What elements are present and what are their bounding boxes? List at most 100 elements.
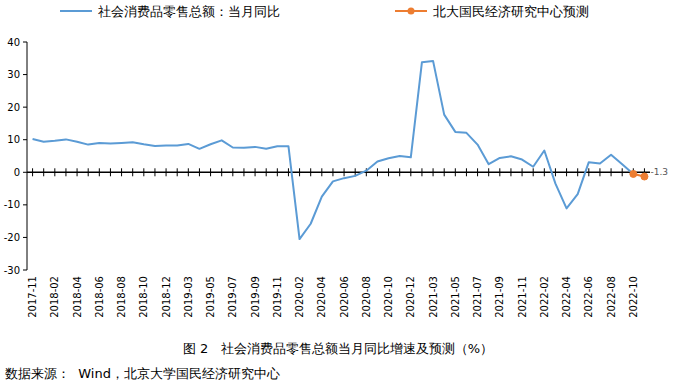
x-tick: [266, 168, 267, 176]
y-tick: [23, 172, 27, 173]
x-tick-label: 2022-04: [561, 276, 572, 318]
x-tick-label: 2021-07: [472, 276, 483, 318]
x-tick-label: 2020-06: [339, 276, 350, 318]
x-tick-label: 2020-04: [316, 276, 327, 318]
x-tick-label: 2020-12: [405, 276, 416, 318]
chart: -30-20-100102030402017-112018-022018-042…: [0, 0, 676, 385]
y-tick: [23, 237, 27, 238]
x-tick: [544, 168, 545, 176]
y-tick: [23, 107, 27, 108]
x-tick-label: 2019-09: [250, 276, 261, 318]
x-tick: [32, 168, 33, 176]
x-tick: [77, 168, 78, 176]
x-tick: [232, 168, 233, 176]
legend-swatch: [60, 10, 92, 12]
x-tick-label: 2018-04: [72, 276, 83, 318]
x-tick-label: 2018-12: [161, 276, 172, 318]
y-tick: [23, 204, 27, 205]
x-tick-label: 2019-05: [205, 276, 216, 318]
legend-marker: [408, 8, 415, 15]
y-tick: [23, 270, 27, 271]
x-tick: [377, 168, 378, 176]
x-tick: [399, 168, 400, 176]
x-tick: [522, 168, 523, 176]
x-tick: [599, 168, 600, 176]
x-tick: [344, 168, 345, 176]
y-tick: [23, 139, 27, 140]
x-tick: [421, 168, 422, 176]
x-tick: [143, 168, 144, 176]
x-tick-label: 2021-11: [517, 276, 528, 318]
x-tick-label: 2022-06: [583, 276, 594, 318]
x-tick: [199, 168, 200, 176]
x-tick-label: 2020-08: [361, 276, 372, 318]
x-tick: [332, 168, 333, 176]
x-tick-label: 2018-08: [116, 276, 127, 318]
x-tick: [388, 168, 389, 176]
x-tick-label: 2020-02: [294, 276, 305, 318]
x-tick: [310, 168, 311, 176]
source-note: 数据来源： Wind，北京大学国民经济研究中心: [5, 366, 280, 381]
x-tick: [466, 168, 467, 176]
x-tick: [611, 168, 612, 176]
x-tick: [210, 168, 211, 176]
y-tick-label: -10: [4, 199, 20, 210]
x-tick-label: 2018-06: [94, 276, 105, 318]
x-tick: [588, 168, 589, 176]
x-tick: [577, 168, 578, 176]
chart-title: 图 2 社会消费品零售总额当月同比增速及预测（%）: [183, 341, 493, 356]
x-tick: [99, 168, 100, 176]
y-tick-label: 0: [14, 167, 20, 178]
x-tick-label: 2019-03: [183, 276, 194, 318]
x-tick: [121, 168, 122, 176]
series-marker: [630, 170, 637, 177]
x-tick: [54, 168, 55, 176]
x-tick: [110, 168, 111, 176]
x-tick: [255, 168, 256, 176]
x-tick: [566, 168, 567, 176]
y-tick-label: -30: [4, 265, 20, 276]
x-tick: [433, 168, 434, 176]
y-tick-label: 20: [7, 102, 20, 113]
x-tick: [555, 168, 556, 176]
legend-item: 社会消费品零售总额：当月同比: [60, 4, 280, 19]
x-tick: [65, 168, 66, 176]
x-tick: [43, 168, 44, 176]
legend-label: 社会消费品零售总额：当月同比: [98, 4, 280, 19]
x-tick-label: 2018-02: [49, 276, 60, 318]
x-tick: [243, 168, 244, 176]
x-tick: [277, 168, 278, 176]
y-tick-label: -20: [4, 232, 20, 243]
x-tick: [533, 168, 534, 176]
y-tick: [23, 74, 27, 75]
legend-label: 北大国民经济研究中心预测: [433, 4, 589, 19]
x-tick-label: 2020-10: [383, 276, 394, 318]
y-axis: [27, 42, 28, 270]
plot-area: [33, 61, 648, 239]
y-tick-label: 30: [7, 69, 20, 80]
x-tick: [132, 168, 133, 176]
x-tick: [488, 168, 489, 176]
x-tick: [444, 168, 445, 176]
series-line: [33, 61, 634, 239]
x-tick-label: 2017-11: [27, 276, 38, 318]
x-tick: [177, 168, 178, 176]
x-tick: [321, 168, 322, 176]
x-tick-label: 2021-09: [494, 276, 505, 318]
y-tick: [23, 42, 27, 43]
y-tick-label: 40: [7, 37, 20, 48]
legend-item: 北大国民经济研究中心预测: [395, 4, 589, 19]
x-tick-label: 2021-03: [428, 276, 439, 318]
x-tick: [88, 168, 89, 176]
series-marker: [641, 173, 648, 180]
x-tick-label: 2019-11: [272, 276, 283, 318]
x-tick-label: 2022-10: [628, 276, 639, 318]
x-tick-label: 2021-05: [450, 276, 461, 318]
x-tick-label: 2018-10: [138, 276, 149, 318]
x-tick: [154, 168, 155, 176]
x-axis: [27, 172, 650, 174]
x-tick: [221, 168, 222, 176]
x-tick: [288, 168, 289, 176]
x-tick: [499, 168, 500, 176]
data-labels: -1.3: [650, 167, 668, 177]
